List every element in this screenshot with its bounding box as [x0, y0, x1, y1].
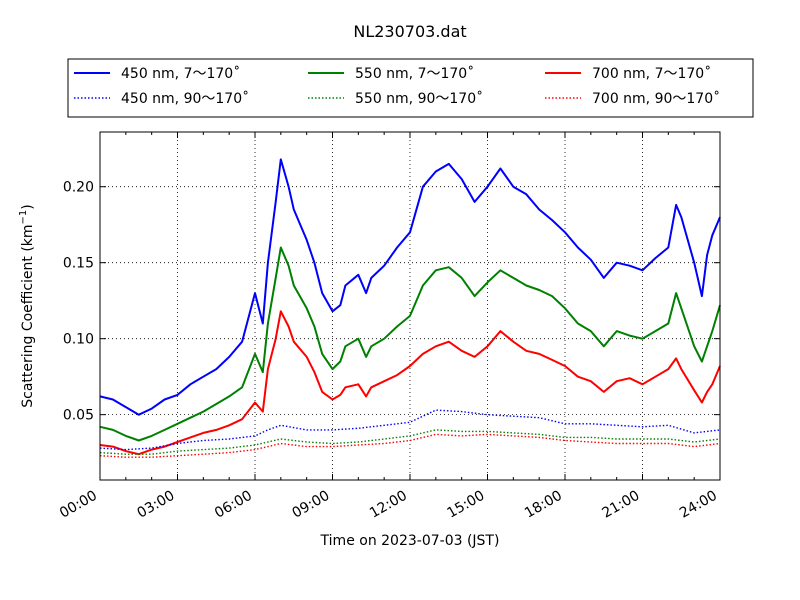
- legend-label: 450 nm, 90～170˚: [121, 90, 249, 107]
- y-axis-label-close: ): [20, 204, 36, 209]
- x-tick-label: 18:00: [522, 488, 565, 522]
- y-axis-label-main: Scattering Coefficient (km: [20, 224, 36, 407]
- x-axis-label: Time on 2023-07-03 (JST): [320, 533, 500, 549]
- y-axis-label-superscript: −1: [18, 210, 29, 225]
- x-tick-label: 21:00: [600, 488, 643, 522]
- y-axis-label: Scattering Coefficient (km−1): [18, 204, 36, 408]
- y-tick-label: 0.10: [63, 332, 94, 348]
- y-tick-label: 0.05: [63, 408, 94, 424]
- legend: 450 nm, 7～170˚ 550 nm, 7～170˚ 700 nm, 7～17…: [67, 58, 754, 118]
- x-tick-label: 12:00: [367, 488, 410, 522]
- series-line-6: [99, 433, 721, 458]
- series-line-1: [99, 158, 721, 416]
- series-line-3: [99, 310, 721, 456]
- legend-label: 550 nm, 7～170˚: [355, 65, 474, 82]
- y-tick-label: 0.15: [63, 256, 94, 272]
- y-tick-label: 0.20: [63, 180, 94, 196]
- x-tick-label: 03:00: [135, 488, 178, 522]
- x-tick-label: 24:00: [677, 488, 720, 522]
- x-tick-label: 09:00: [290, 488, 333, 522]
- chart-title: NL230703.dat: [353, 22, 466, 41]
- series-layer: [99, 158, 721, 458]
- series-line-2: [99, 246, 721, 442]
- series-line-5: [99, 429, 721, 455]
- legend-label: 550 nm, 90～170˚: [355, 90, 483, 107]
- legend-label: 700 nm, 7～170˚: [592, 65, 711, 82]
- legend-label: 450 nm, 7～170˚: [121, 65, 240, 82]
- plot-area: [100, 132, 720, 480]
- legend-label: 700 nm, 90～170˚: [592, 90, 720, 107]
- x-tick-label: 06:00: [212, 488, 255, 522]
- x-tick-label: 15:00: [445, 488, 488, 522]
- x-tick-label: 00:00: [57, 488, 100, 522]
- legend-box: [67, 58, 754, 118]
